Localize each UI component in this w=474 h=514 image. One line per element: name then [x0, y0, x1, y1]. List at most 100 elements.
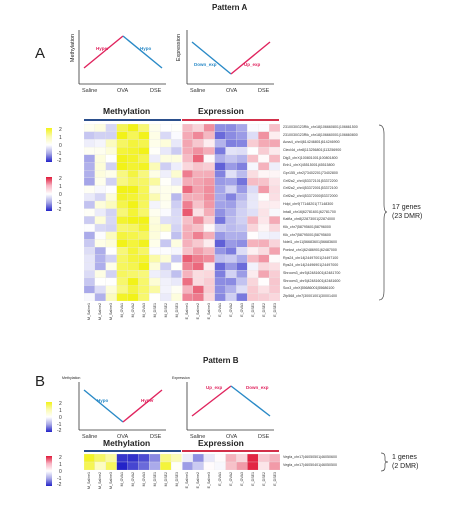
heatmap-cell [225, 270, 237, 279]
b-expression-group-bar [182, 450, 279, 452]
heatmap-cell [181, 262, 194, 271]
heatmap-cell [149, 170, 161, 179]
heatmap-cell [105, 162, 117, 171]
b-exp-x-saline: Saline [190, 434, 206, 440]
heatmap-cell [170, 454, 183, 463]
heatmap-cell [94, 247, 106, 256]
heatmap-cell [149, 239, 161, 248]
heatmap-cell [192, 146, 204, 155]
heatmap-cell [192, 131, 204, 140]
heatmap-cell [236, 277, 248, 286]
heatmap-cell [258, 139, 270, 148]
heatmap-cell [247, 270, 259, 279]
heatmap-cell [268, 270, 280, 279]
a-expression-up-line [230, 41, 271, 75]
heatmap-cell [116, 170, 128, 179]
a-hyper-tag: Hyper [96, 46, 109, 51]
heatmap-cell [160, 461, 172, 470]
heatmap-cell [138, 177, 150, 186]
heatmap-cell [160, 285, 172, 294]
heatmap-cell [268, 239, 280, 248]
heatmap-cell [127, 277, 139, 286]
heatmap-cell [105, 146, 117, 155]
heatmap-cell [192, 454, 204, 463]
heatmap-cell [258, 131, 270, 140]
heatmap-cell [192, 285, 204, 294]
heatmap-cell [203, 277, 215, 286]
heatmap-cell [268, 247, 280, 256]
a-cbe-m2: -2 [57, 207, 62, 213]
heatmap-cell [138, 200, 150, 209]
a-row-label: Rps24_chr14|24497001|24497100 [283, 255, 339, 260]
b-column-label: E_DSE1 [250, 472, 255, 486]
heatmap-cell [214, 231, 226, 240]
heatmap-cell [170, 139, 183, 148]
heatmap-cell [247, 193, 259, 202]
heatmap-cell [225, 285, 237, 294]
a-hypo-tag: Hypo [140, 46, 152, 51]
heatmap-cell [214, 454, 226, 463]
heatmap-cell [247, 277, 259, 286]
heatmap-cell [236, 216, 248, 225]
a-cbm-m2: -2 [57, 158, 62, 164]
a-row-labels: 2310030G23Rik_chr18|106660801|106661500 2… [283, 124, 403, 301]
heatmap-cell [94, 270, 106, 279]
heatmap-cell [160, 270, 172, 279]
heatmap-cell [116, 208, 128, 217]
a-row-label: Gpr155_chr2|73402201|73402800 [283, 171, 338, 176]
heatmap-cell [94, 461, 106, 470]
a-row-label: 2310030G23Rik_chr18|106660001|106660800 [283, 132, 358, 137]
heatmap-cell [203, 177, 215, 186]
heatmap-cell [105, 247, 117, 256]
heatmap-cell [258, 124, 270, 132]
b-methylation-group-bar [84, 450, 181, 452]
heatmap-cell [247, 146, 259, 155]
b-methylation-plot [78, 382, 166, 431]
heatmap-cell [268, 262, 280, 271]
heatmap-cell [94, 200, 106, 209]
heatmap-cell [225, 131, 237, 140]
heatmap-cell [192, 154, 204, 163]
heatmap-cell [225, 124, 237, 132]
a-column-label: M_OVA1 [120, 303, 125, 318]
b-methylation-axis-label: Methylation [62, 376, 81, 380]
b-column-label: M_OVA1 [120, 472, 125, 487]
heatmap-cell [105, 270, 117, 279]
heatmap-cell [225, 231, 237, 240]
heatmap-cell [247, 262, 259, 271]
heatmap-cell [214, 254, 226, 263]
a-column-label: E_OVA3 [239, 303, 244, 317]
heatmap-cell [268, 200, 280, 209]
heatmap-cell [94, 454, 106, 463]
heatmap-cell [181, 454, 194, 463]
a-row-label: Grif2a2_chr4|53372101|53372200 [283, 178, 338, 183]
heatmap-cell [149, 216, 161, 225]
heatmap-cell [247, 285, 259, 294]
heatmap-cell [127, 200, 139, 209]
heatmap-cell [203, 185, 215, 194]
heatmap-cell [170, 146, 183, 155]
heatmap-cell [149, 124, 161, 132]
heatmap-cell [258, 162, 270, 171]
heatmap-cell [127, 293, 139, 301]
a-cbm-m1: -1 [57, 151, 62, 157]
b-expression-axis-label: Expression [172, 376, 190, 380]
heatmap-cell [236, 293, 248, 301]
heatmap-cell [138, 170, 150, 179]
a-exp-x-saline: Saline [190, 88, 206, 94]
heatmap-cell [105, 216, 117, 225]
heatmap-cell [149, 254, 161, 263]
heatmap-cell [181, 461, 194, 470]
heatmap-cell [116, 146, 128, 155]
heatmap-cell [94, 285, 106, 294]
heatmap-cell [127, 247, 139, 256]
heatmap-cell [225, 277, 237, 286]
heatmap-cell [138, 461, 150, 470]
heatmap-cell [214, 270, 226, 279]
a-row-label: Ponkst_chr1|62486901|62487000 [283, 247, 337, 252]
heatmap-cell [225, 247, 237, 256]
heatmap-cell [105, 285, 117, 294]
heatmap-cell [160, 162, 172, 171]
heatmap-cell [84, 239, 96, 248]
heatmap-cell [116, 185, 128, 194]
